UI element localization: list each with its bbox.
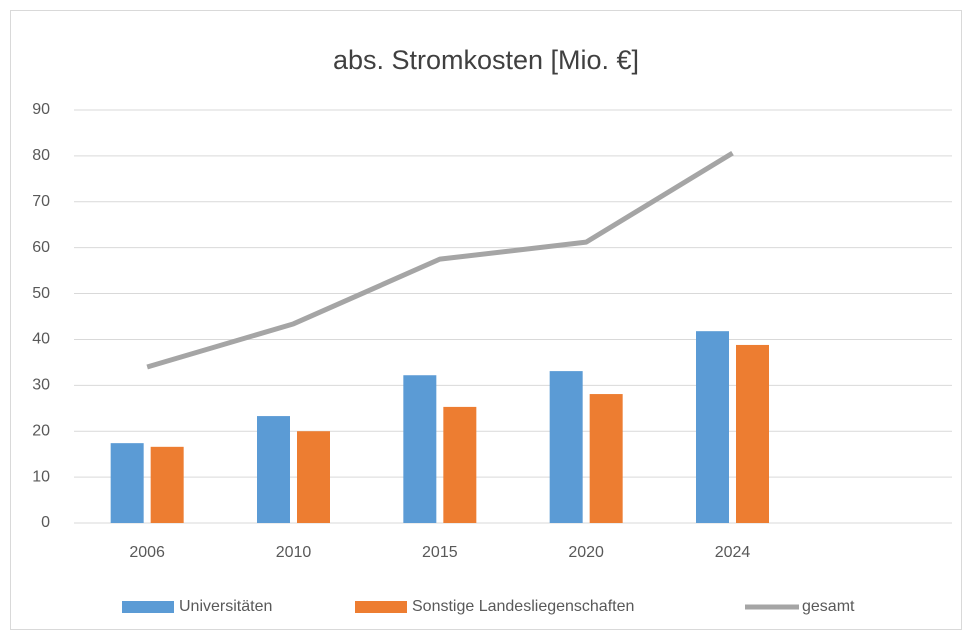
- bar: [736, 344, 769, 523]
- y-tick-label: 70: [32, 193, 50, 210]
- y-tick-label: 10: [32, 468, 50, 485]
- legend-label: Universitäten: [179, 598, 272, 615]
- x-tick-label: 2006: [129, 544, 165, 561]
- y-tick-label: 0: [41, 514, 50, 531]
- x-tick-label: 2010: [276, 544, 312, 561]
- bar: [257, 416, 290, 523]
- x-tick-label: 2020: [568, 544, 604, 561]
- y-tick-label: 90: [32, 101, 50, 118]
- bar: [110, 443, 144, 523]
- bar: [403, 375, 437, 523]
- legend-swatch: [122, 601, 174, 613]
- legend-swatch: [355, 601, 407, 613]
- y-tick-label: 30: [32, 377, 50, 394]
- line: [146, 151, 734, 370]
- chart-title: abs. Stromkosten [Mio. €]: [333, 45, 639, 75]
- chart-frame: [10, 10, 962, 630]
- x-tick-label: 2015: [422, 544, 458, 561]
- legend-label: gesamt: [802, 598, 855, 615]
- x-tick-label: 2024: [715, 544, 751, 561]
- bar: [443, 406, 477, 523]
- bar: [549, 371, 583, 523]
- legend-label: Sonstige Landesliegenschaften: [412, 598, 634, 615]
- y-tick-label: 60: [32, 239, 50, 256]
- bar: [297, 431, 330, 523]
- y-tick-label: 80: [32, 147, 50, 164]
- y-tick-label: 40: [32, 331, 50, 348]
- bar: [589, 394, 623, 523]
- bar: [696, 331, 729, 523]
- y-tick-label: 50: [32, 285, 50, 302]
- y-tick-label: 20: [32, 422, 50, 439]
- bar: [150, 446, 184, 523]
